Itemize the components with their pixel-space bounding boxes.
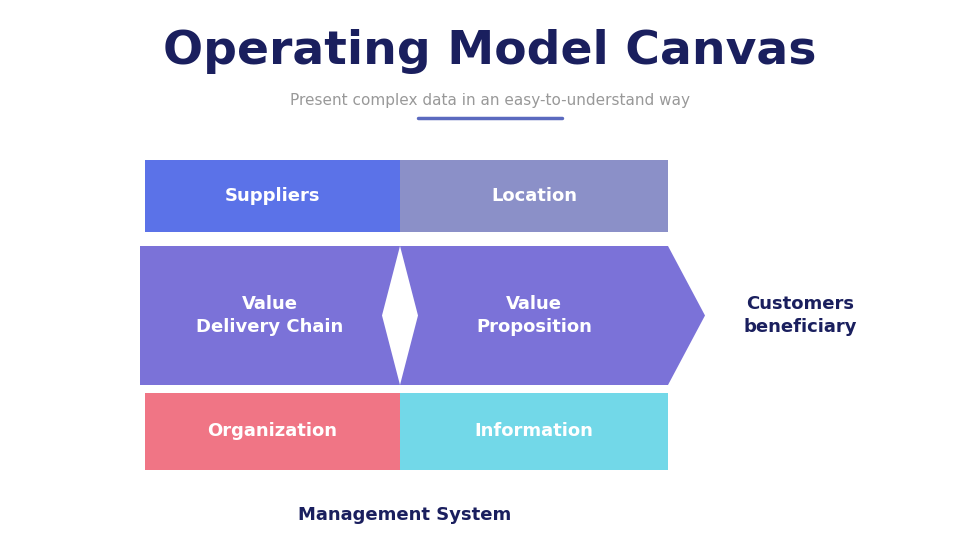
Polygon shape [400,160,668,232]
Text: Management System: Management System [298,506,512,524]
Text: Value
Proposition: Value Proposition [476,295,592,336]
Text: Operating Model Canvas: Operating Model Canvas [164,30,816,74]
Text: Information: Information [474,423,594,440]
Polygon shape [140,246,400,385]
Text: Suppliers: Suppliers [224,187,320,205]
Text: Location: Location [491,187,577,205]
Text: Organization: Organization [208,423,337,440]
Text: Present complex data in an easy-to-understand way: Present complex data in an easy-to-under… [290,93,690,107]
Text: Customers
beneficiary: Customers beneficiary [743,295,857,336]
Polygon shape [145,393,400,470]
Polygon shape [400,246,705,385]
Text: Value
Delivery Chain: Value Delivery Chain [196,295,344,336]
Polygon shape [145,160,400,232]
Polygon shape [400,393,668,470]
